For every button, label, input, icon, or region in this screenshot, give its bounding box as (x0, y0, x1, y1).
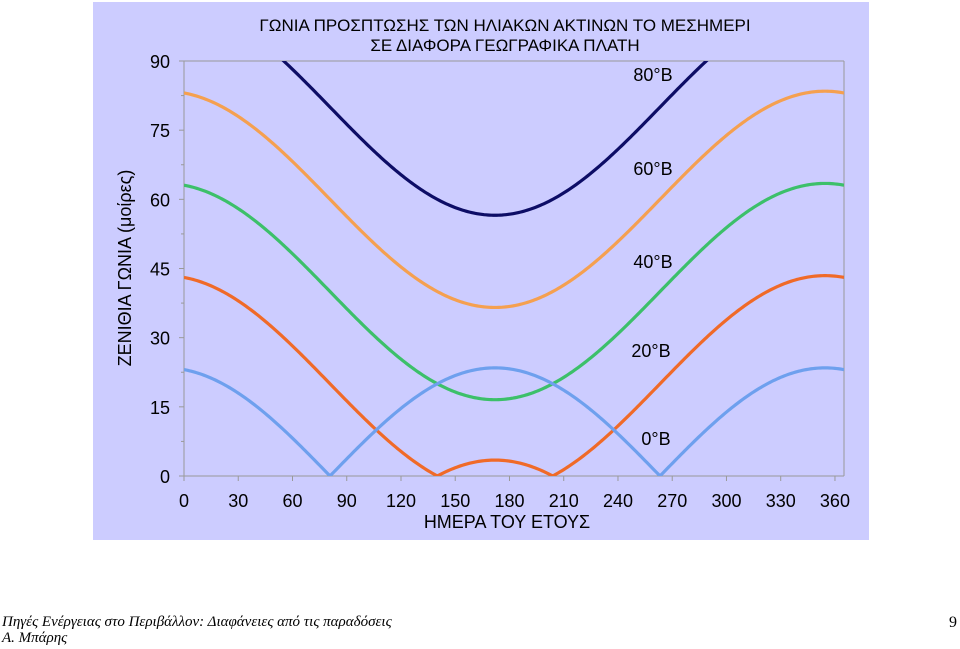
y-axis-label: ΖΕΝΙΘΙΑ ΓΩΝΙΑ (μοίρες) (115, 170, 135, 367)
y-tick-label: 15 (150, 398, 170, 418)
axes-group: 0 15 30 45 60 75 90 0 30 60 90 120 150 180 210 240 270 30… (150, 52, 850, 511)
series-group (184, 61, 844, 476)
y-tick-label: 75 (150, 121, 170, 141)
x-tick-label: 120 (386, 491, 416, 511)
y-tick-label: 60 (150, 190, 170, 210)
x-tick-label: 60 (282, 491, 302, 511)
x-tick-label: 210 (549, 491, 579, 511)
series-line-0N (184, 366, 844, 476)
x-tick-label: 150 (440, 491, 470, 511)
y-tick-label: 45 (150, 260, 170, 280)
x-tick-label: 180 (494, 491, 524, 511)
source-line-1: Πηγές Ενέργειας στο Περιβάλλον: Διαφάνει… (2, 614, 392, 630)
source-line-2: Α. Μπάρης (2, 630, 68, 646)
series-labels-group: 80°Β 60°Β 40°Β 20°Β 0°Β (631, 65, 672, 449)
zenith-angle-chart: ΓΩΝΙΑ ΠΡΟΣΠΤΩΣΗΣ ΤΩΝ ΗΛΙΑΚΩΝ ΑΚΤΙΝΩΝ ΤΟ … (115, 16, 850, 532)
x-axis-label: ΗΜΕΡΑ ΤΟΥ ΕΤΟΥΣ (424, 512, 590, 532)
series-label-60N: 60°Β (633, 159, 672, 179)
x-tick-label: 270 (657, 491, 687, 511)
series-label-40N: 40°Β (633, 252, 672, 272)
x-tick-label: 300 (711, 491, 741, 511)
page-number: 9 (949, 614, 957, 631)
x-tick-label: 90 (337, 491, 357, 511)
series-line-20N (184, 274, 844, 476)
y-tick-label: 30 (150, 329, 170, 349)
chart-title-line1: ΓΩΝΙΑ ΠΡΟΣΠΤΩΣΗΣ ΤΩΝ ΗΛΙΑΚΩΝ ΑΚΤΙΝΩΝ ΤΟ … (259, 16, 750, 35)
footer-source: Πηγές Ενέργειας στο Περιβάλλον: Διαφάνει… (2, 614, 462, 646)
x-tick-label: 360 (820, 491, 850, 511)
x-tick-label: 330 (766, 491, 796, 511)
series-label-80N: 80°Β (633, 65, 672, 85)
chart-title-line2: ΣΕ ΔΙΑΦΟΡΑ ΓΕΩΓΡΑΦΙΚΑ ΠΛΑΤΗ (370, 36, 639, 55)
series-label-20N: 20°Β (631, 341, 670, 361)
x-tick-label: 0 (179, 491, 189, 511)
x-tick-label: 30 (228, 491, 248, 511)
y-tick-label: 90 (150, 52, 170, 72)
series-line-80N (281, 61, 709, 217)
y-tick-label: 0 (160, 467, 170, 487)
series-line-60N (184, 89, 844, 310)
series-line-40N (184, 181, 844, 402)
series-label-0N: 0°Β (641, 429, 670, 449)
chart-panel (93, 2, 869, 540)
x-tick-label: 240 (603, 491, 633, 511)
